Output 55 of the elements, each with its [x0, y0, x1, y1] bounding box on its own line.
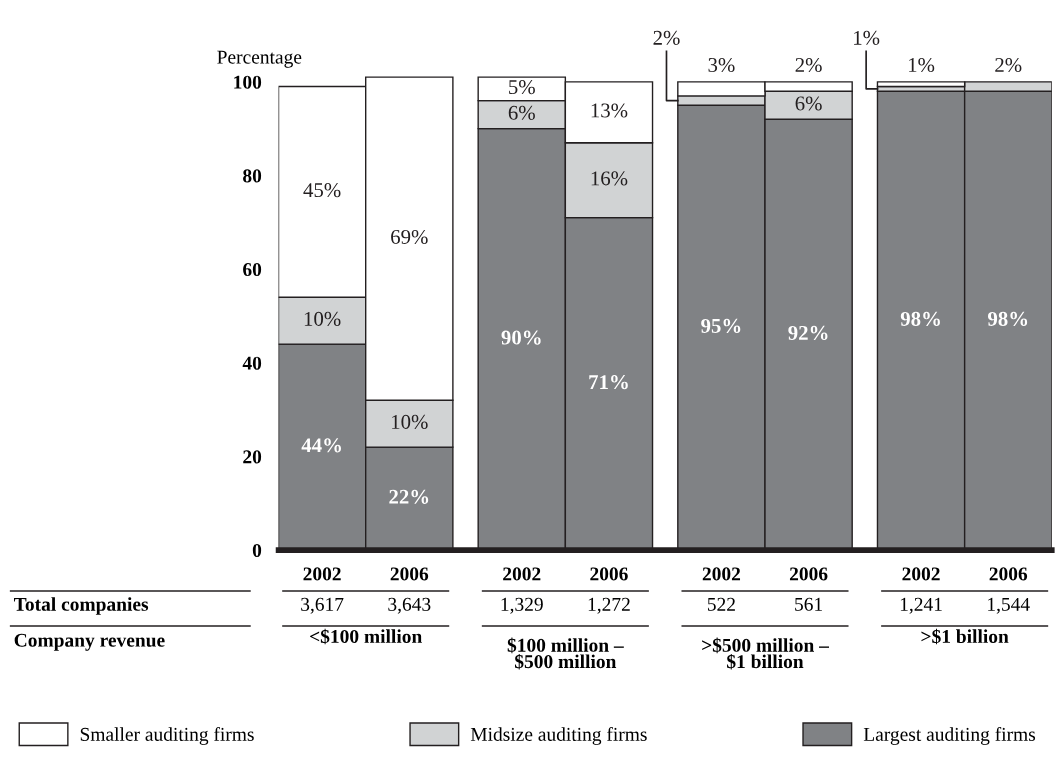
- data-label: 69%: [391, 229, 428, 244]
- text: Company revenue: [14, 633, 165, 651]
- x-tick-label: 2002: [902, 567, 940, 581]
- data-label: 92%: [788, 325, 828, 340]
- x-tick-label: 2006: [390, 567, 429, 581]
- legend-label: Largest auditing firms: [863, 727, 1036, 745]
- legend-label: Midsize auditing firms: [470, 727, 647, 745]
- data-label: 3%: [708, 57, 735, 73]
- text: $100 million – $500 million: [507, 637, 624, 670]
- data-label: 98%: [900, 311, 940, 326]
- data-label: 90%: [501, 330, 541, 345]
- text: <$100 million: [310, 628, 422, 645]
- text: >$1 billion: [921, 628, 1009, 645]
- text: >$500 million – $1 billion: [702, 637, 830, 670]
- data-label: 45%: [303, 183, 341, 198]
- y-axis-title: Percentage: [217, 50, 302, 68]
- y-tick-label: 100: [234, 75, 262, 89]
- data-label: 2%: [795, 57, 822, 73]
- data-label: 22%: [389, 489, 429, 504]
- data-label: 16%: [591, 171, 628, 186]
- data-label: 1%: [909, 57, 935, 73]
- data-label: 10%: [304, 311, 341, 326]
- x-tick-label: 2002: [702, 567, 741, 581]
- y-tick-label: 0: [252, 543, 262, 558]
- text: 3,617: [301, 597, 344, 614]
- data-label: 10%: [392, 414, 428, 429]
- x-tick-label: 2006: [590, 567, 628, 581]
- text: Total companies: [14, 597, 149, 615]
- data-label: 6%: [795, 96, 822, 111]
- data-label: 98%: [987, 311, 1028, 326]
- x-tick-label: 2006: [789, 567, 828, 581]
- data-label: 13%: [591, 103, 628, 118]
- x-tick-label: 2002: [503, 567, 541, 581]
- x-tick-label: 2006: [989, 567, 1028, 581]
- data-label: 71%: [589, 375, 628, 390]
- data-label: 6%: [508, 105, 535, 120]
- data-label: 5%: [509, 80, 535, 95]
- text: 1,329: [501, 597, 543, 614]
- text: 1,241: [900, 597, 942, 614]
- y-tick-label: 80: [243, 169, 262, 183]
- text: 1,544: [988, 597, 1030, 614]
- text: 3,643: [388, 597, 431, 614]
- data-label: 1%: [854, 30, 880, 45]
- text: 561: [795, 597, 823, 611]
- y-tick-label: 40: [242, 356, 262, 370]
- x-tick-label: 2002: [303, 567, 341, 581]
- y-tick-label: 60: [243, 262, 262, 277]
- data-label: 2%: [995, 57, 1022, 73]
- data-label: 95%: [701, 318, 741, 333]
- data-label: 44%: [301, 438, 341, 453]
- text: 1,272: [588, 597, 630, 614]
- legend-label: Smaller auditing firms: [80, 727, 254, 745]
- text: 522: [707, 597, 735, 611]
- data-label: 2%: [653, 30, 680, 45]
- y-tick-label: 20: [243, 450, 262, 464]
